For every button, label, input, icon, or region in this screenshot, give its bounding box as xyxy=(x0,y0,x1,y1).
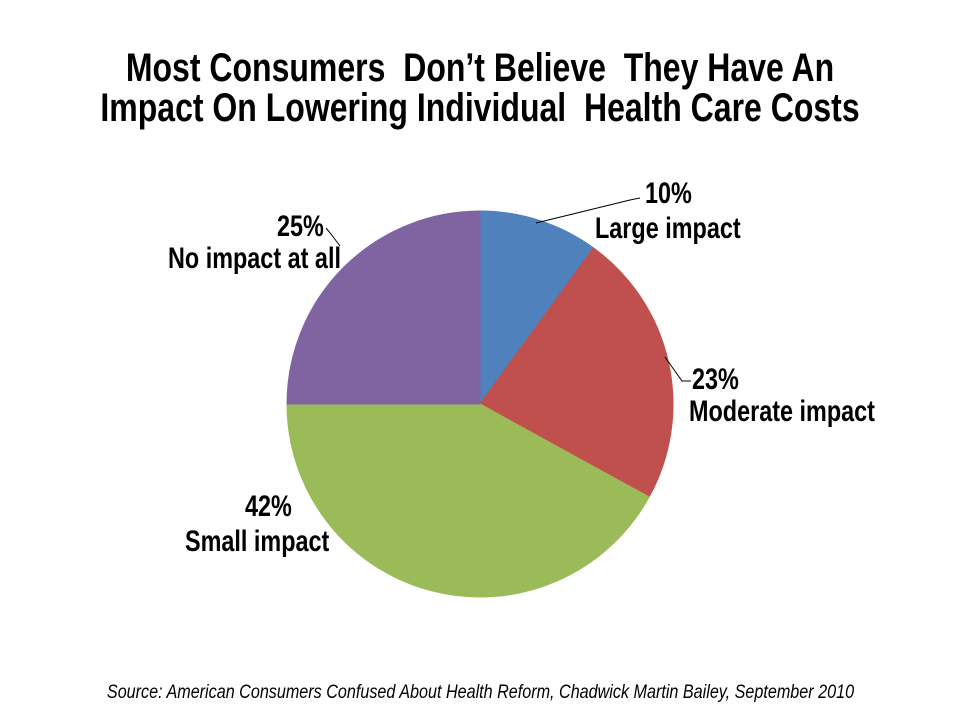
label-large-impact-name: Large impact xyxy=(595,212,741,245)
label-large-impact-pct: 10% xyxy=(645,177,692,210)
label-no-impact-name: No impact at all xyxy=(168,242,341,275)
label-moderate-impact-pct: 23% xyxy=(692,363,739,396)
source-citation: Source: American Consumers Confused Abou… xyxy=(0,683,960,703)
slide-title-line2: Impact On Lowering Individual Health Car… xyxy=(100,86,860,130)
source-citation-text: Source: American Consumers Confused Abou… xyxy=(106,682,854,703)
leader-line-large-impact xyxy=(535,197,641,224)
slide-title: Most Consumers Don’t Believe They Have A… xyxy=(0,48,960,128)
pie-slices-group xyxy=(286,210,674,598)
label-small-impact-name: Small impact xyxy=(185,525,330,558)
label-small-impact-pct: 42% xyxy=(245,490,292,523)
label-no-impact-pct: 25% xyxy=(277,210,324,243)
leader-line-moderate-impact xyxy=(664,356,691,382)
slide-title-line1: Most Consumers Don’t Believe They Have A… xyxy=(125,46,835,90)
pie-slice-small-impact xyxy=(286,403,650,598)
leader-line-no-impact-at-all xyxy=(325,227,341,247)
pie-slice-no-impact-at-all xyxy=(286,210,481,405)
label-moderate-impact-name: Moderate impact xyxy=(689,395,875,428)
pie-slice-large-impact xyxy=(479,210,595,406)
